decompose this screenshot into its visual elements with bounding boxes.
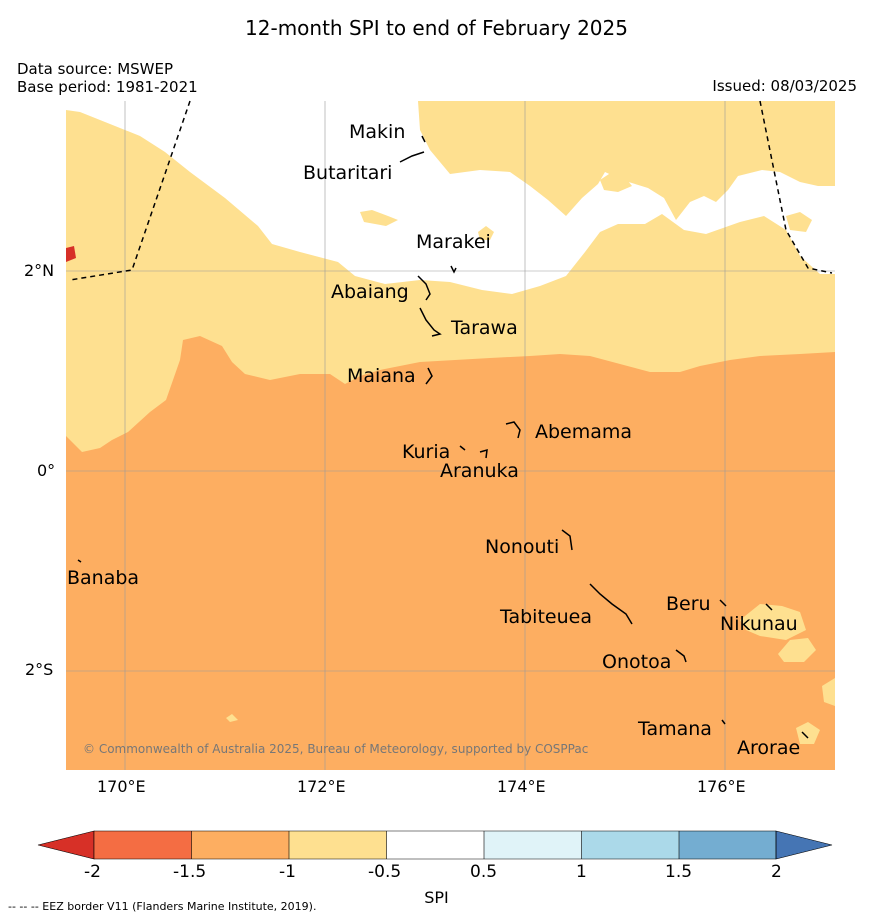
colorbar-tick: -0.5 xyxy=(368,862,402,882)
spi-patch xyxy=(478,226,494,240)
lon-tick-174: 174°E xyxy=(497,777,546,796)
colorbar-bin xyxy=(94,831,192,859)
colorbar-tick: -2 xyxy=(84,862,101,882)
spi-patch xyxy=(226,714,238,722)
colorbar-tick: 0.5 xyxy=(470,862,498,882)
spi-class-normal xyxy=(66,101,835,294)
colorbar-bin xyxy=(581,831,679,859)
colorbar-tick: 2 xyxy=(771,862,782,882)
lat-tick-2s: 2°S xyxy=(25,660,54,679)
spi-patch xyxy=(704,184,718,198)
spi-patch xyxy=(822,678,835,706)
colorbar-extend-low xyxy=(37,830,95,860)
island-outlines xyxy=(77,135,809,739)
colorbar xyxy=(37,830,833,860)
eez-note: -- -- -- EEZ border V11 (Flanders Marine… xyxy=(8,900,317,913)
place-label-nonouti: Nonouti xyxy=(485,536,560,558)
spi-field xyxy=(66,101,835,770)
colorbar-tick: 1 xyxy=(576,862,587,882)
colorbar-bin xyxy=(679,831,776,859)
place-label-banaba: Banaba xyxy=(67,567,140,589)
place-label-abaiang: Abaiang xyxy=(331,281,409,303)
spi-patch xyxy=(740,604,806,640)
place-label-butaritari: Butaritari xyxy=(303,162,393,184)
lon-tick-176: 176°E xyxy=(697,777,746,796)
lat-tick-2n: 2°N xyxy=(24,261,55,280)
place-label-abemama: Abemama xyxy=(535,421,633,443)
spi-patch xyxy=(600,172,632,192)
place-label-onotoa: Onotoa xyxy=(602,651,672,673)
colorbar-tick: 1.5 xyxy=(665,862,693,882)
colorbar-label: SPI xyxy=(424,888,449,907)
spi-patch xyxy=(796,722,820,744)
copyright-notice: © Commonwealth of Australia 2025, Bureau… xyxy=(83,742,589,756)
spi-patch-extreme xyxy=(66,246,76,262)
colorbar-tick: -1 xyxy=(279,862,296,882)
place-label-kuria: Kuria xyxy=(402,441,451,463)
place-label-arorae: Arorae xyxy=(737,737,801,759)
place-label-marakei: Marakei xyxy=(416,231,491,253)
place-label-maiana: Maiana xyxy=(347,365,416,387)
colorbar-bin xyxy=(191,831,289,859)
graticule xyxy=(66,101,835,770)
source-info: Data source: MSWEP Base period: 1981-202… xyxy=(17,60,198,96)
lat-tick-0: 0° xyxy=(37,461,56,480)
colorbar-bin xyxy=(289,831,387,859)
place-label-tabiteuea: Tabiteuea xyxy=(500,606,592,628)
place-label-aranuka: Aranuka xyxy=(440,460,519,482)
eez-border xyxy=(69,100,833,281)
spi-patch xyxy=(786,212,812,232)
colorbar-tick: -1.5 xyxy=(173,862,207,882)
map-title: 12-month SPI to end of February 2025 xyxy=(245,16,628,40)
place-label-makin: Makin xyxy=(349,121,406,143)
place-label-nikunau: Nikunau xyxy=(720,613,798,635)
lon-tick-170: 170°E xyxy=(97,777,146,796)
base-period-text: Base period: 1981-2021 xyxy=(17,78,198,96)
lon-tick-172: 172°E xyxy=(297,777,346,796)
colorbar-extend-high xyxy=(775,830,833,860)
data-source-text: Data source: MSWEP xyxy=(17,60,174,78)
spi-patch xyxy=(360,210,398,226)
place-label-tarawa: Tarawa xyxy=(451,317,518,339)
spi-patch xyxy=(778,638,816,662)
colorbar-bin xyxy=(386,831,484,859)
colorbar-bin xyxy=(484,831,582,859)
place-label-beru: Beru xyxy=(666,593,711,615)
place-label-tamana: Tamana xyxy=(638,718,712,740)
issued-date: Issued: 08/03/2025 xyxy=(712,77,857,95)
